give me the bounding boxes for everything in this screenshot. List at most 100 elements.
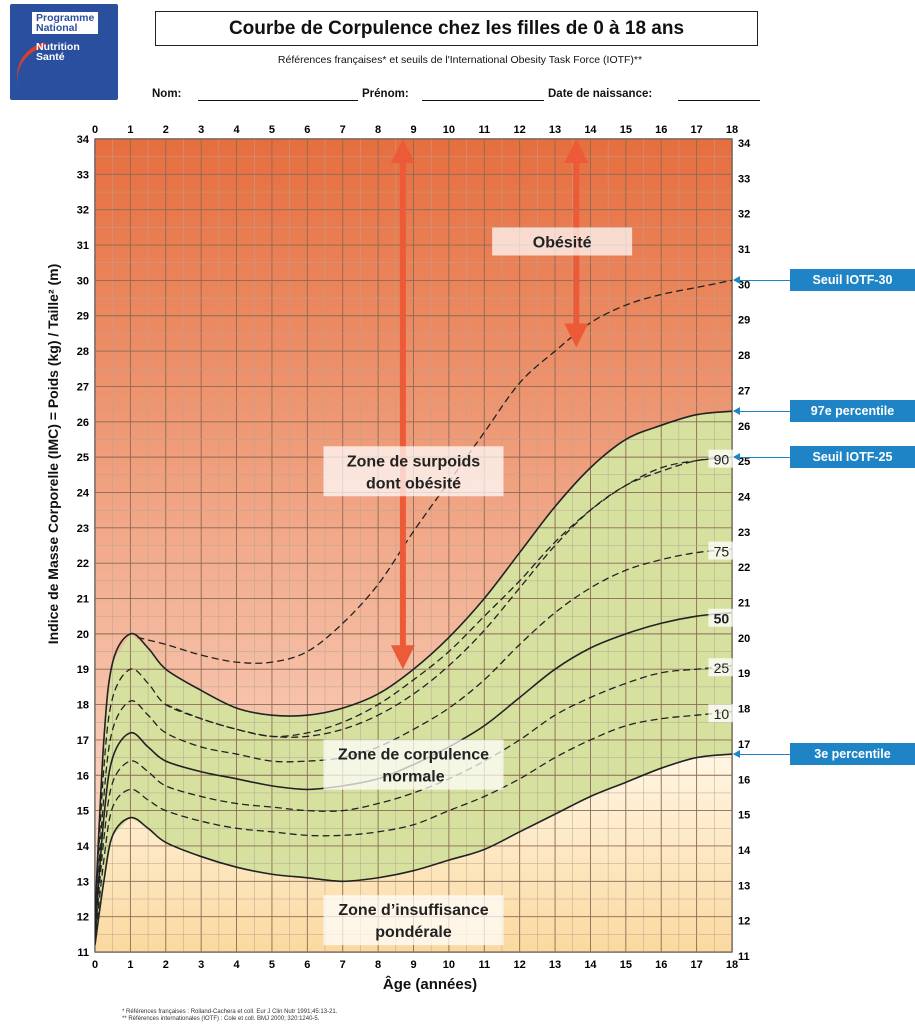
zone-label-text: normale xyxy=(382,769,444,786)
side-tag-arrow-icon xyxy=(733,407,740,415)
x-tick-bottom: 8 xyxy=(375,959,381,971)
y-tick-left: 11 xyxy=(77,947,89,959)
dob-field[interactable] xyxy=(678,100,760,101)
y-tick-left: 17 xyxy=(77,735,89,747)
x-tick-top: 2 xyxy=(163,124,169,136)
arrow-head-down xyxy=(564,323,589,348)
x-tick-bottom: 1 xyxy=(127,959,133,971)
zone-label-text: Zone de corpulence xyxy=(338,747,489,764)
footnote-french-ref: * Références françaises : Rolland-Cacher… xyxy=(122,1009,338,1015)
arrow-head-up xyxy=(390,139,415,163)
side-tag-arrow-icon xyxy=(733,453,740,461)
x-tick-bottom: 6 xyxy=(304,959,310,971)
x-tick-top: 13 xyxy=(549,124,561,136)
x-tick-top: 1 xyxy=(127,124,133,136)
y-tick-left: 20 xyxy=(77,629,89,641)
y-tick-left: 21 xyxy=(77,594,89,606)
side-tag: Seuil IOTF-30 xyxy=(790,269,915,291)
x-tick-bottom: 16 xyxy=(655,959,667,971)
nom-field[interactable] xyxy=(198,100,358,101)
x-tick-bottom: 3 xyxy=(198,959,204,971)
zone-label-4: Zone d’insuffisance pondérale xyxy=(323,895,504,946)
x-tick-bottom: 7 xyxy=(340,959,346,971)
x-tick-top: 10 xyxy=(443,124,455,136)
patient-form: Nom: Prénom: Date de naissance: xyxy=(150,88,770,104)
x-tick-top: 17 xyxy=(690,124,702,136)
zone-label-text: dont obésité xyxy=(366,475,461,492)
prenom-field[interactable] xyxy=(422,100,544,101)
pnns-logo: Programme National Nutrition Santé xyxy=(7,4,118,100)
y-tick-left: 28 xyxy=(77,346,89,358)
y-tick-left: 27 xyxy=(77,381,89,393)
y-tick-right: 11 xyxy=(738,951,750,963)
y-tick-left: 34 xyxy=(77,134,90,146)
y-tick-right: 31 xyxy=(738,244,750,256)
percentile-label-bg xyxy=(708,541,735,560)
y-tick-right: 33 xyxy=(738,173,750,185)
percentile-label-bg xyxy=(708,608,735,627)
logo-text-nutrition: Nutrition Santé xyxy=(36,41,80,63)
percentile-label-bg xyxy=(708,449,735,468)
zone-label-text: pondérale xyxy=(375,924,452,941)
zone-label-bg xyxy=(492,227,633,256)
percentile-label-bg xyxy=(708,704,735,723)
x-tick-top: 7 xyxy=(340,124,346,136)
zone-label-bg xyxy=(323,739,504,790)
curve-75 xyxy=(95,548,732,928)
percentile-label-75: 75 xyxy=(714,544,730,560)
curve-10 xyxy=(95,710,732,942)
side-tag-connector xyxy=(734,411,790,412)
percentile-label-10: 10 xyxy=(714,706,730,722)
y-tick-right: 34 xyxy=(738,138,751,150)
curve-97e-percentile xyxy=(95,410,732,914)
x-tick-top: 3 xyxy=(198,124,204,136)
x-tick-bottom: 11 xyxy=(478,959,490,971)
y-tick-left: 18 xyxy=(77,700,89,712)
x-tick-top: 12 xyxy=(514,124,526,136)
y-tick-right: 12 xyxy=(738,916,750,928)
zone-label-text: Zone d’insuffisance xyxy=(338,902,488,919)
y-tick-left: 22 xyxy=(77,558,89,570)
x-tick-top: 11 xyxy=(478,124,490,136)
x-tick-bottom: 14 xyxy=(584,959,597,971)
y-tick-right: 13 xyxy=(738,880,750,892)
side-tag: 3e percentile xyxy=(790,743,915,765)
zone-label-text: Obésité xyxy=(533,235,592,252)
curve-3e-percentile xyxy=(95,753,732,946)
y-tick-right: 25 xyxy=(738,456,750,468)
curve-25 xyxy=(95,665,732,938)
y-tick-left: 12 xyxy=(77,912,89,924)
x-tick-bottom: 17 xyxy=(690,959,702,971)
y-tick-left: 19 xyxy=(77,664,89,676)
y-tick-right: 26 xyxy=(738,421,750,433)
zone-label-text: Zone de surpoids xyxy=(347,453,480,470)
x-tick-bottom: 0 xyxy=(92,959,98,971)
y-tick-right: 19 xyxy=(738,668,750,680)
x-tick-bottom: 2 xyxy=(163,959,169,971)
y-tick-left: 33 xyxy=(77,169,89,181)
zone-label-2: Zone de surpoids dont obésité xyxy=(323,446,504,497)
x-tick-top: 16 xyxy=(655,124,667,136)
x-tick-top: 4 xyxy=(233,124,240,136)
y-tick-left: 32 xyxy=(77,205,89,217)
y-tick-right: 20 xyxy=(738,633,750,645)
y-tick-left: 13 xyxy=(77,876,89,888)
side-tag-connector xyxy=(734,280,790,281)
side-tag-connector xyxy=(734,457,790,458)
y-tick-right: 15 xyxy=(738,810,750,822)
x-tick-bottom: 10 xyxy=(443,959,455,971)
percentile-label-25: 25 xyxy=(714,660,730,676)
y-tick-right: 17 xyxy=(738,739,750,751)
x-tick-bottom: 4 xyxy=(233,959,240,971)
arrow-head-up xyxy=(564,139,589,163)
x-tick-bottom: 5 xyxy=(269,959,275,971)
percentile-label-bg xyxy=(708,658,735,677)
chart-title: Courbe de Corpulence chez les filles de … xyxy=(155,11,758,46)
y-tick-left: 26 xyxy=(77,417,89,429)
side-tag: 97e percentile xyxy=(790,400,915,422)
y-tick-right: 18 xyxy=(738,704,750,716)
y-tick-right: 27 xyxy=(738,385,750,397)
y-tick-right: 22 xyxy=(738,562,750,574)
x-tick-bottom: 13 xyxy=(549,959,561,971)
